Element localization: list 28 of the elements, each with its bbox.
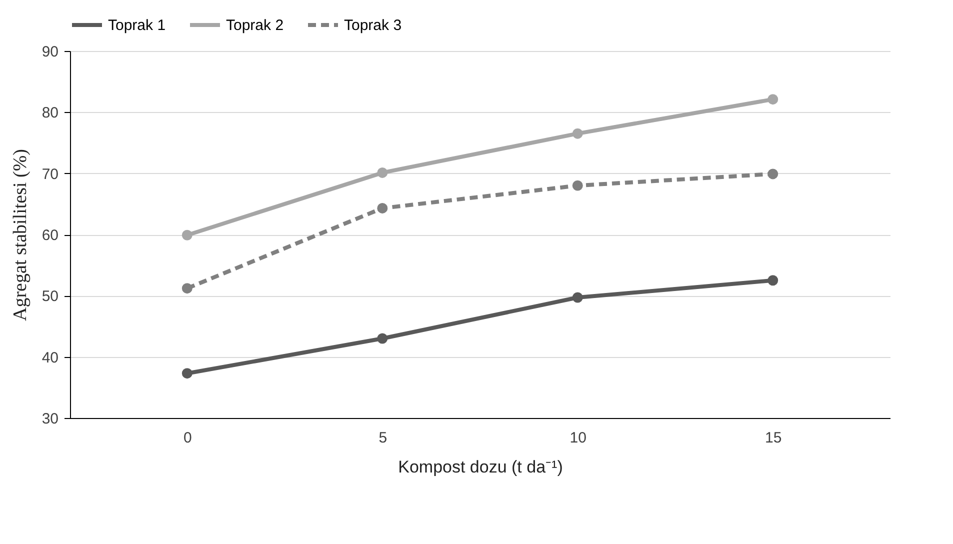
point [768, 168, 778, 180]
point [572, 180, 583, 191]
point [182, 230, 192, 240]
x-tick-label: 0 [183, 430, 192, 446]
x-tick-label: 15 [765, 430, 782, 446]
y-tick-label: 40 [42, 349, 58, 366]
y-tick-label: 70 [42, 166, 58, 183]
point [572, 128, 583, 139]
y-axis-title: Agregat stabilitesi (%) [10, 148, 31, 322]
point [377, 167, 388, 178]
legend-label: Toprak 3 [344, 17, 402, 34]
point [572, 292, 583, 303]
x-tick-label: 5 [378, 430, 388, 446]
point [768, 275, 778, 286]
point [768, 94, 778, 105]
point [182, 368, 192, 379]
x-axis-title: Kompost dozu (t da⁻¹) [398, 458, 563, 476]
y-tick-label: 30 [42, 410, 58, 428]
y-tick-label: 60 [42, 227, 58, 244]
point [377, 333, 388, 344]
point [377, 202, 388, 214]
x-tick-label: 10 [570, 430, 586, 446]
legend-label: Toprak 1 [108, 17, 166, 34]
y-tick-label: 90 [42, 44, 58, 60]
y-tick-label: 80 [42, 104, 58, 122]
point [182, 283, 192, 294]
y-tick-label: 50 [42, 288, 58, 306]
legend-label: Toprak 2 [226, 17, 284, 34]
